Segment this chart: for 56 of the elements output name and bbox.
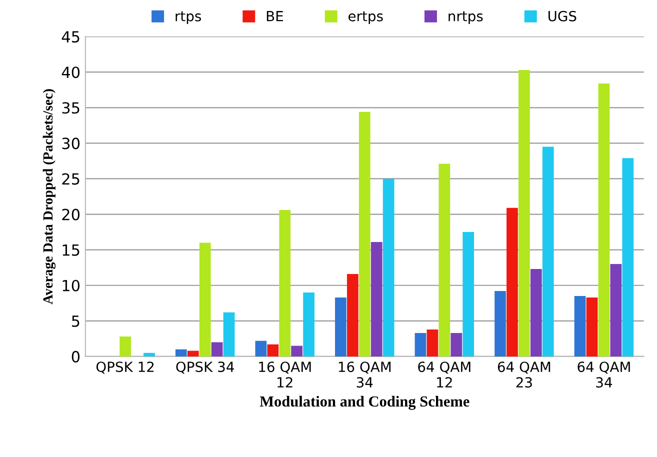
x-axis-title: Modulation and Coding Scheme (260, 396, 470, 410)
y-tick-label: 35 (62, 102, 80, 114)
y-axis-title: Average Data Dropped (Packets/sec) (42, 89, 56, 304)
y-tick-label: 5 (72, 316, 80, 327)
bar (223, 312, 235, 356)
y-tick-label: 25 (62, 173, 80, 185)
bar (255, 340, 267, 356)
bar (358, 112, 370, 356)
bar (144, 352, 155, 356)
bar (530, 269, 542, 356)
bar (450, 333, 462, 356)
bar (199, 242, 211, 356)
bar (175, 349, 187, 356)
x-tick-label: QPSK 12 (96, 362, 154, 374)
x-tick-label: QPSK 34 (176, 362, 234, 374)
bar (438, 164, 450, 356)
bar (610, 264, 622, 356)
y-tick-label: 40 (62, 66, 80, 78)
y-tick-label: 20 (62, 208, 80, 220)
legend-label: UGS (548, 10, 576, 22)
bar (120, 336, 131, 356)
bar (518, 70, 530, 356)
legend-label: rtps (176, 11, 201, 24)
bar (303, 292, 314, 356)
bar (335, 297, 346, 356)
x-tick-label: 16 QAM 12 (259, 362, 311, 388)
bar (211, 342, 223, 356)
bar (370, 242, 382, 356)
bar (598, 83, 610, 356)
legend-label: BE (266, 11, 283, 22)
legend-label: nrtps (448, 11, 483, 24)
bar (586, 297, 598, 356)
x-tick-label: 16 QAM 34 (338, 362, 391, 388)
bar (291, 346, 303, 356)
x-tick-label: 64 QAM 12 (418, 362, 470, 388)
y-tick-label: 0 (72, 350, 80, 362)
bar (279, 210, 291, 356)
x-tick-label: 64 QAM 34 (578, 362, 630, 388)
bar (462, 232, 474, 356)
bar (506, 208, 518, 356)
bar (187, 350, 199, 356)
legend-label: ertps (348, 11, 383, 24)
bar (382, 178, 394, 356)
y-tick-label: 15 (62, 244, 80, 256)
bar (426, 329, 438, 356)
bar (267, 344, 279, 356)
bar (574, 296, 586, 356)
bar (542, 146, 554, 356)
x-tick-label: 64 QAM 23 (498, 362, 550, 388)
bar (622, 158, 634, 356)
bar (414, 333, 426, 356)
y-tick-label: 45 (62, 31, 80, 43)
bar (346, 274, 358, 356)
y-tick-label: 10 (62, 280, 80, 292)
y-tick-label: 30 (62, 138, 80, 150)
bar (494, 291, 506, 356)
